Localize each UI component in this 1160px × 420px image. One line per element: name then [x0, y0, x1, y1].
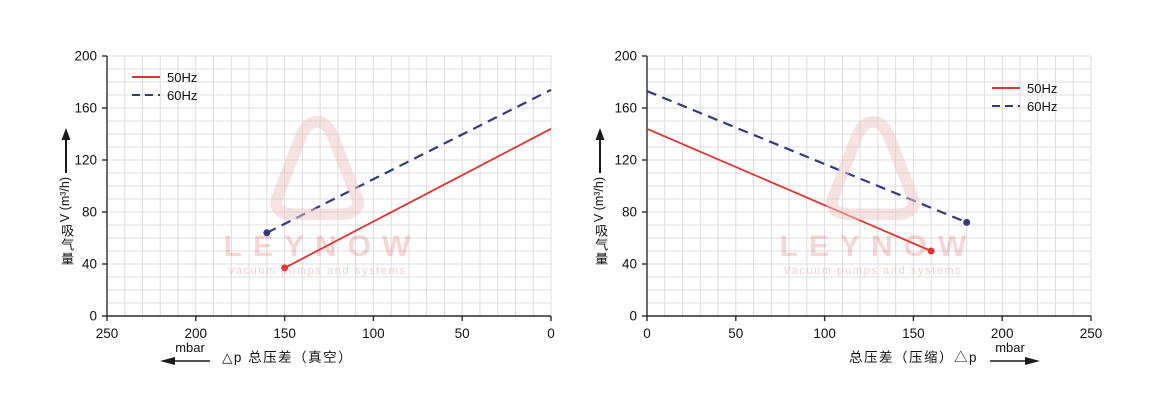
y-tick-label: 80: [82, 205, 97, 220]
x-tick-label: 0: [547, 326, 555, 341]
y-tick-label: 160: [614, 101, 637, 116]
x-tick-label: 0: [643, 326, 651, 341]
legend-line-dashed-icon: [992, 105, 1020, 107]
y-tick-label: 40: [82, 257, 97, 272]
y-tick-label: 0: [629, 309, 637, 324]
legend-line-solid-icon: [132, 76, 160, 78]
y-tick-label: 120: [74, 153, 97, 168]
y-axis-unit: V (m³/h): [58, 177, 73, 223]
y-axis-label-vacuum: V (m³/h) 吸气量: [51, 128, 81, 266]
x-tick-label: 50: [728, 326, 743, 341]
legend-vacuum: 50Hz 60Hz: [131, 68, 197, 104]
left-arrow-icon: [160, 357, 210, 365]
x-tick-label: 200: [991, 326, 1014, 341]
x-tick-label: 100: [813, 326, 836, 341]
x-tick-label: 50: [455, 326, 470, 341]
y-axis-title: 吸气量: [593, 224, 609, 267]
legend-item-50hz: 50Hz: [131, 71, 197, 84]
plot-compression: 0 50 100 150 200 250 0 40 80 120 160 200: [614, 49, 1102, 342]
right-arrow-icon: [990, 357, 1040, 365]
up-arrow-icon: [595, 128, 605, 173]
legend-label-50hz: 50Hz: [1027, 80, 1058, 96]
legend-item-60hz: 60Hz: [991, 100, 1057, 113]
y-axis-unit: V (m³/h): [592, 177, 607, 223]
x-axis-unit-text: mbar: [995, 340, 1025, 355]
x-axis-unit-text: mbar: [175, 340, 205, 355]
legend-label-60hz: 60Hz: [167, 87, 198, 103]
x-axis-unit-vacuum: mbar: [160, 340, 218, 366]
x-axis-unit-compression: mbar: [982, 340, 1040, 366]
series-line-50hz: [284, 128, 552, 269]
x-tick-label: 100: [362, 326, 385, 341]
legend-line-dashed-icon: [132, 94, 160, 96]
y-tick-label: 160: [74, 101, 97, 116]
x-tick-label: 200: [185, 326, 208, 341]
x-tick-label: 250: [96, 326, 119, 341]
y-tick-label: 40: [622, 257, 637, 272]
legend-label-60hz: 60Hz: [1027, 98, 1058, 114]
y-tick-label: 200: [614, 49, 637, 64]
series-endpoint-60hz: [263, 229, 271, 237]
legend-compression: 50Hz 60Hz: [991, 79, 1057, 115]
up-arrow-icon: [61, 128, 71, 173]
x-tick-label: 150: [273, 326, 296, 341]
y-axis-label-compression: V (m³/h) 吸气量: [585, 128, 615, 266]
series-endpoint-50hz: [927, 247, 935, 255]
y-tick-label: 0: [89, 309, 97, 324]
legend-item-50hz: 50Hz: [991, 82, 1057, 95]
y-tick-label: 200: [74, 49, 97, 64]
legend-line-solid-icon: [992, 87, 1020, 89]
y-tick-label: 80: [622, 205, 637, 220]
x-tick-label: 250: [1080, 326, 1103, 341]
series-endpoint-50hz: [281, 264, 289, 272]
series-endpoint-60hz: [963, 218, 971, 226]
legend-item-60hz: 60Hz: [131, 89, 197, 102]
series-line-50hz: [646, 127, 932, 252]
x-axis-title-compression: 总压差（压缩）△p: [849, 350, 979, 365]
x-axis-title-vacuum: △p 总压差（真空）: [222, 350, 354, 365]
y-tick-label: 120: [614, 153, 637, 168]
y-axis-title: 吸气量: [59, 224, 75, 267]
x-tick-label: 150: [902, 326, 925, 341]
legend-label-50hz: 50Hz: [167, 69, 198, 85]
